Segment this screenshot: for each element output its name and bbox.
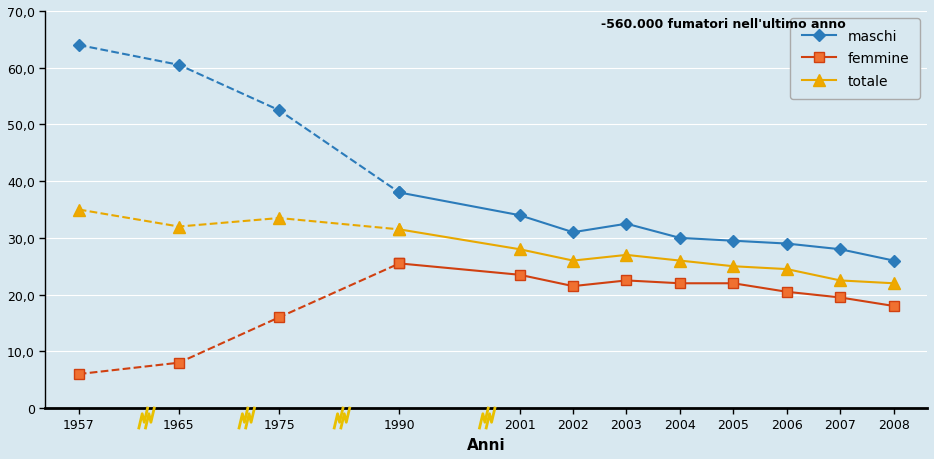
Legend: maschi, femmine, totale: maschi, femmine, totale [790, 19, 920, 100]
Text: -560.000 fumatori nell'ultimo anno: -560.000 fumatori nell'ultimo anno [601, 18, 845, 31]
X-axis label: Anni: Anni [467, 437, 505, 452]
